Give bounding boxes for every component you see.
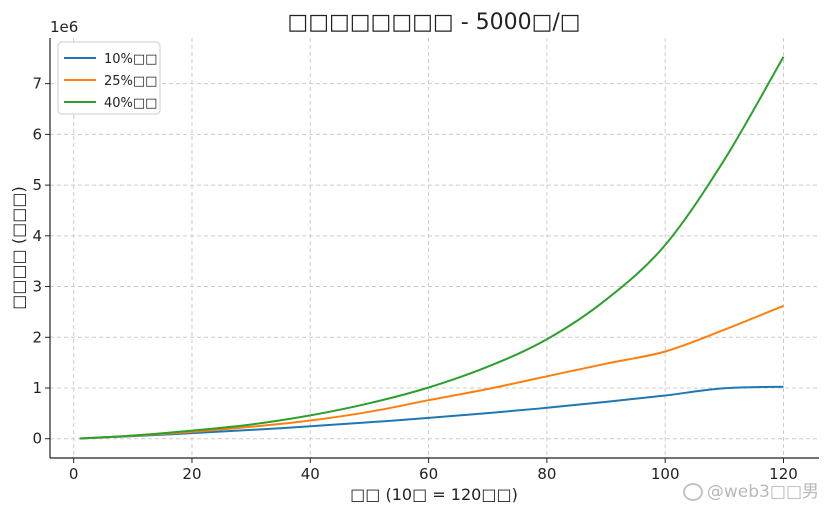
x-axis-label: □□ (10□ = 120□□) xyxy=(350,485,518,504)
legend-entry-label: 10%□□ xyxy=(104,52,157,67)
y-tick-label: 3 xyxy=(32,278,42,296)
offset-text: 1e6 xyxy=(50,18,78,36)
x-tick-label: 80 xyxy=(537,465,556,483)
y-ticks: 0 1 2 3 4 5 6 7 xyxy=(32,75,50,448)
y-tick-label: 6 xyxy=(32,125,42,143)
axes xyxy=(49,38,819,459)
x-tick-label: 40 xyxy=(301,465,320,483)
chart-title: □□□□□□□□ - 5000□/□ xyxy=(287,10,580,35)
y-tick-label: 1 xyxy=(32,379,42,397)
series-line-2 xyxy=(79,56,785,440)
x-tick-label: 20 xyxy=(182,465,201,483)
x-tick-label: 120 xyxy=(769,465,798,483)
y-tick-label: 0 xyxy=(32,430,42,448)
x-ticks: 0 20 40 60 80 100 120 xyxy=(69,458,798,483)
series-line-1 xyxy=(79,304,784,440)
y-tick-label: 7 xyxy=(32,75,42,93)
watermark-text: @web3□□男 xyxy=(706,482,819,502)
legend-entry-label: 40%□□ xyxy=(104,96,157,111)
y-tick-label: 4 xyxy=(32,227,42,245)
x-tick-label: 100 xyxy=(651,465,680,483)
grid xyxy=(50,38,819,458)
watermark: @web3□□男 xyxy=(682,477,819,502)
legend: 10%□□ 25%□□ 40%□□ xyxy=(57,41,161,115)
x-tick-label: 60 xyxy=(419,465,438,483)
legend-entry-label: 25%□□ xyxy=(104,74,157,89)
watermark-logo-icon xyxy=(682,483,703,501)
y-tick-label: 2 xyxy=(32,328,42,346)
y-tick-label: 5 xyxy=(32,176,42,194)
y-axis-label: □□□□ (□□□) xyxy=(9,186,28,309)
x-tick-label: 0 xyxy=(69,465,79,483)
series-lines xyxy=(79,56,785,440)
legend-box xyxy=(57,41,161,115)
series-line-0 xyxy=(79,385,784,440)
